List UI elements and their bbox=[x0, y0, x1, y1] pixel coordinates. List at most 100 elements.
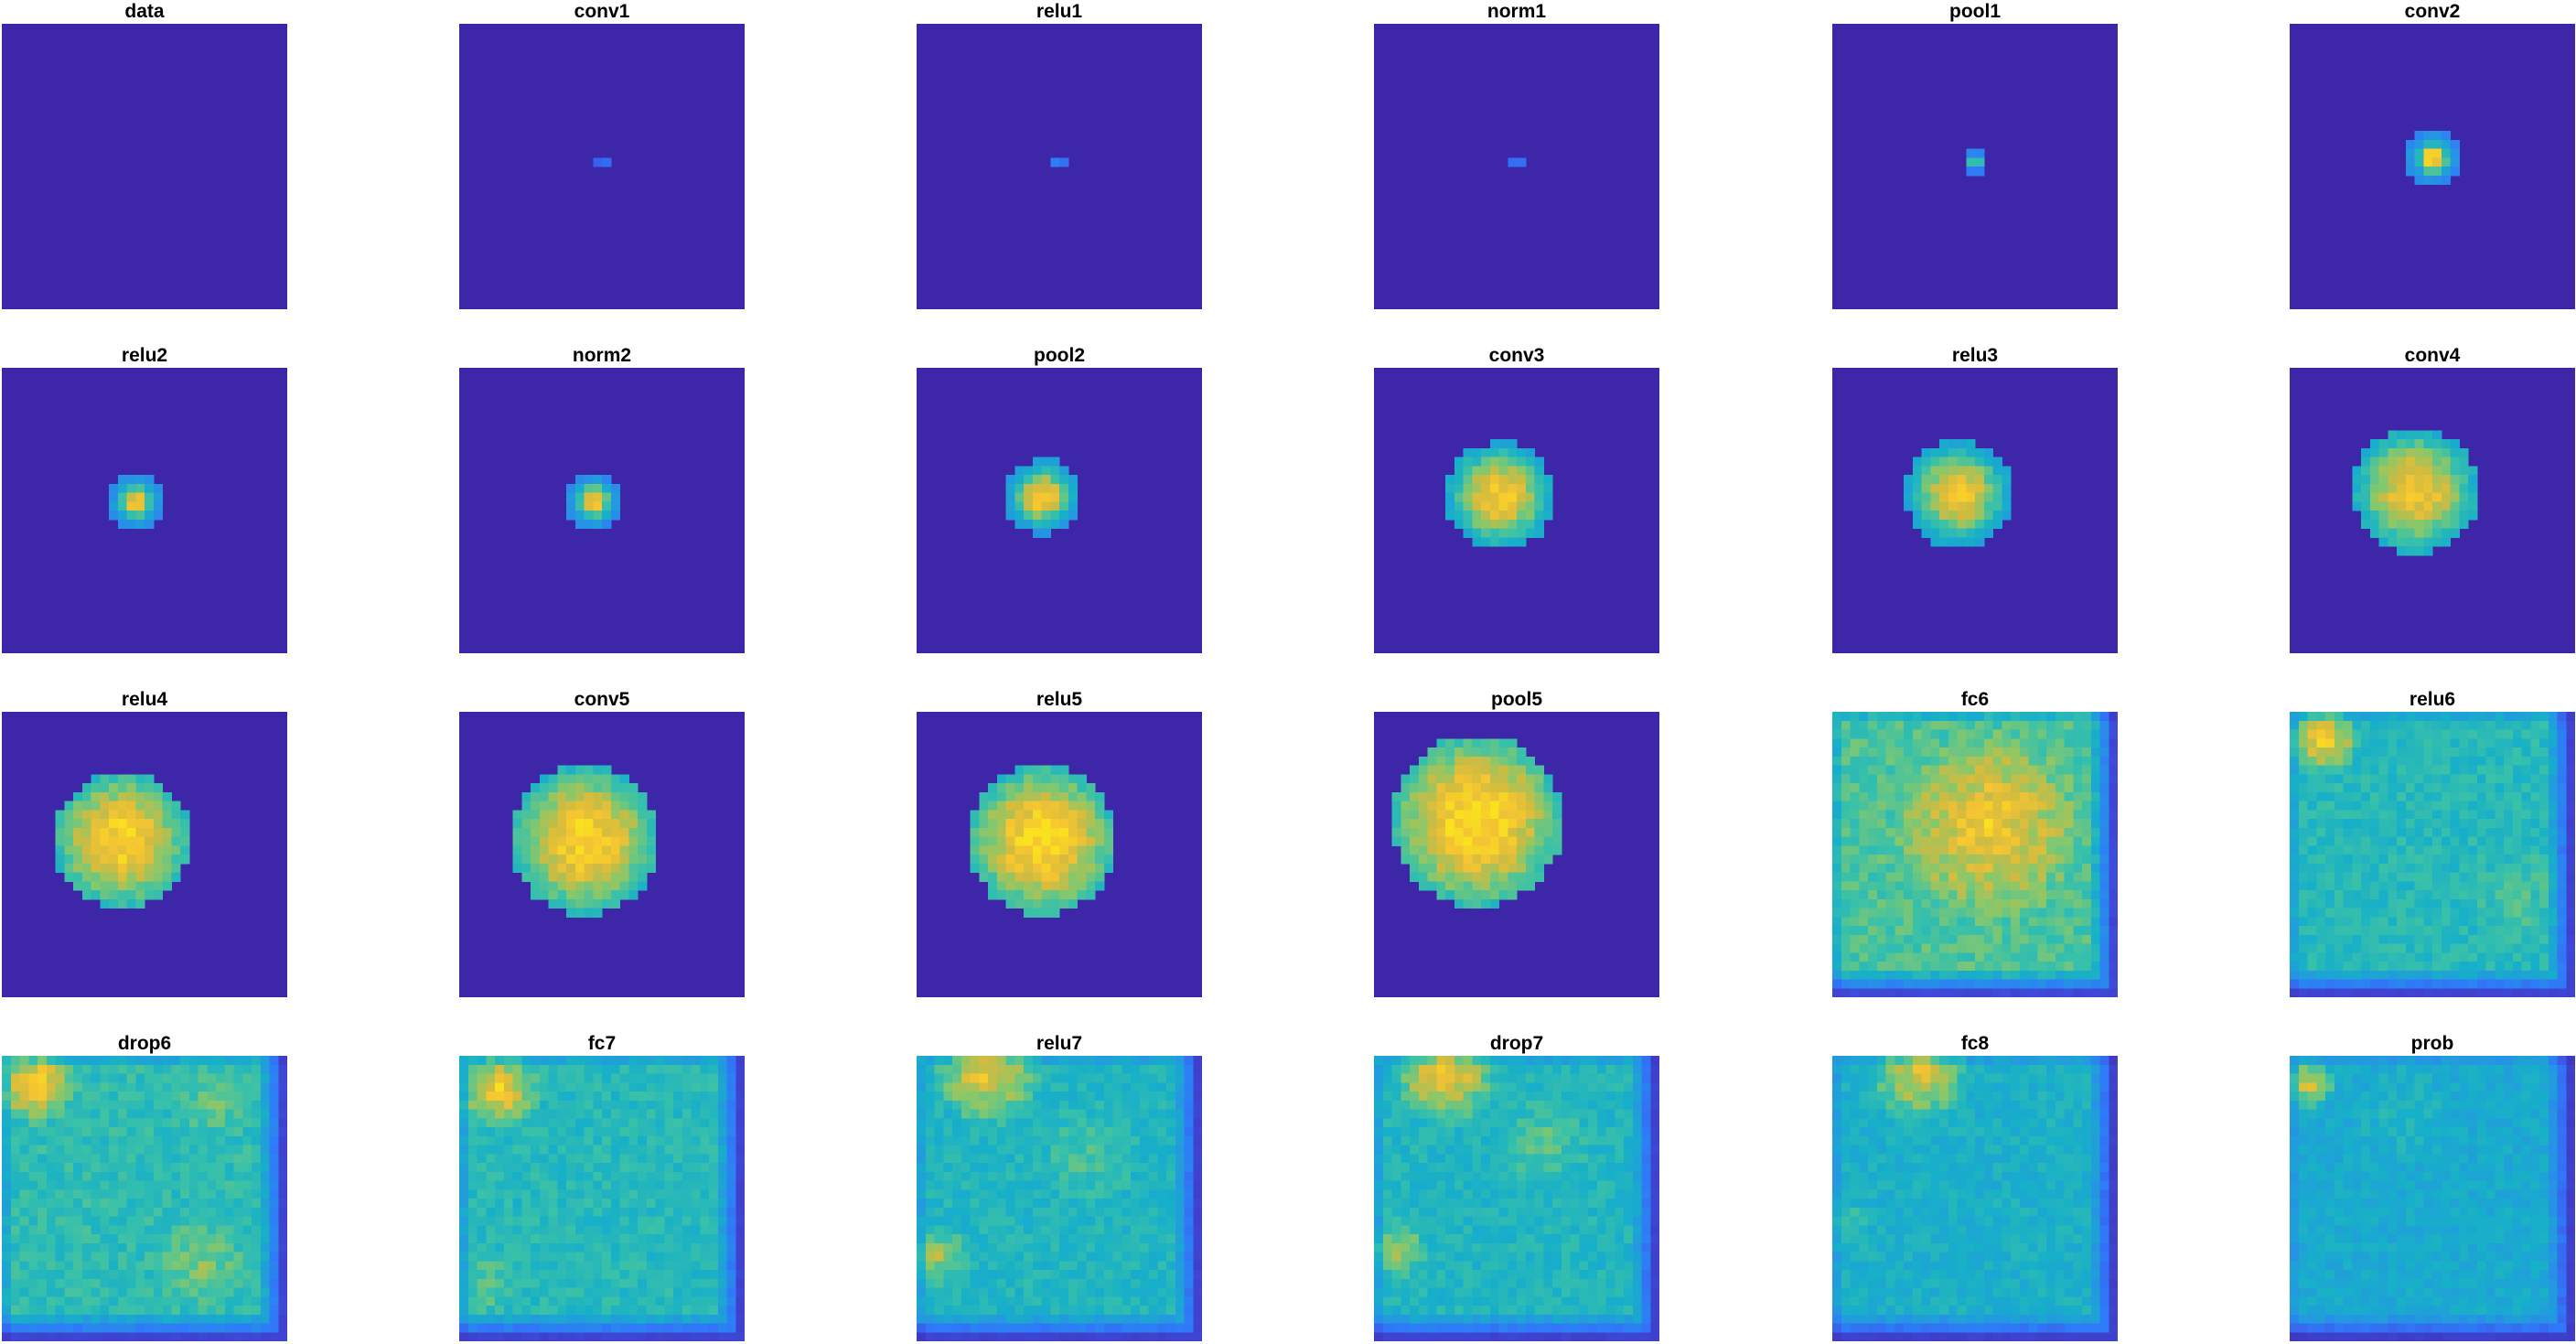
heatmap-cell bbox=[2037, 926, 2047, 936]
heatmap-cell bbox=[1975, 492, 1985, 502]
heatmap-cell bbox=[73, 1127, 83, 1137]
heatmap-cell bbox=[91, 1306, 101, 1316]
heatmap-cell bbox=[1939, 756, 1949, 767]
heatmap-cell bbox=[1975, 765, 1985, 775]
heatmap-cell bbox=[2011, 890, 2021, 900]
heatmap-cell bbox=[126, 855, 136, 865]
heatmap-cell bbox=[1534, 836, 1544, 846]
heatmap-cell bbox=[996, 810, 1007, 820]
heatmap-cell bbox=[2073, 836, 2083, 846]
heatmap-cell bbox=[2046, 926, 2056, 936]
heatmap-cell bbox=[2369, 890, 2380, 900]
heatmap-cell bbox=[1463, 810, 1473, 820]
heatmap-cell bbox=[2521, 881, 2531, 891]
heatmap-cell bbox=[1957, 970, 1967, 981]
heatmap-cell bbox=[2378, 729, 2388, 739]
heatmap-cell bbox=[1966, 483, 1976, 494]
heatmap-cell bbox=[1992, 765, 2002, 775]
heatmap-cell bbox=[1948, 970, 1959, 981]
heatmap-cell bbox=[224, 1242, 235, 1253]
heatmap-cell bbox=[655, 1109, 665, 1119]
heatmap-cell bbox=[2495, 855, 2505, 865]
heatmap-cell bbox=[1489, 863, 1500, 874]
heatmap-cell bbox=[2028, 926, 2038, 936]
heatmap-cell bbox=[1050, 519, 1060, 530]
heatmap-cell bbox=[593, 908, 603, 918]
heatmap-cell bbox=[1912, 720, 1923, 731]
heatmap-cell bbox=[2011, 819, 2021, 829]
heatmap-cell bbox=[2073, 970, 2083, 981]
heatmap-cell bbox=[2432, 845, 2442, 855]
heatmap-cell bbox=[1948, 774, 1959, 784]
heatmap-cell bbox=[198, 1306, 208, 1316]
heatmap-cell bbox=[2046, 934, 2056, 945]
heatmap-cell bbox=[135, 1306, 145, 1316]
heatmap-cell bbox=[2307, 898, 2317, 909]
heatmap-cell bbox=[1508, 872, 1518, 882]
heatmap-cell bbox=[2011, 801, 2021, 811]
heatmap-cell bbox=[216, 1189, 226, 1199]
heatmap-cell bbox=[664, 1064, 674, 1075]
heatmap-cell bbox=[1517, 157, 1527, 167]
heatmap-cell bbox=[153, 1296, 164, 1306]
heatmap-cell bbox=[2530, 729, 2540, 739]
heatmap-cell bbox=[126, 1314, 136, 1325]
heatmap-cell bbox=[171, 1180, 181, 1190]
heatmap-cell bbox=[2290, 720, 2300, 731]
heatmap-cell bbox=[2099, 747, 2109, 758]
heatmap-cell bbox=[1454, 738, 1465, 748]
heatmap-cell bbox=[539, 1127, 550, 1137]
heatmap-cell bbox=[1876, 801, 1887, 811]
heatmap-cell bbox=[548, 801, 558, 811]
heatmap-cell bbox=[2099, 988, 2109, 997]
heatmap-cell bbox=[2530, 855, 2540, 865]
heatmap-cell bbox=[19, 1225, 29, 1235]
heatmap-cell bbox=[2064, 712, 2074, 722]
heatmap-cell bbox=[46, 1242, 57, 1253]
heatmap-cell bbox=[1534, 863, 1544, 874]
heatmap-cell bbox=[1885, 756, 1895, 767]
heatmap-cell bbox=[584, 908, 594, 918]
heatmap-cell bbox=[1077, 819, 1087, 829]
heatmap-cell bbox=[216, 1287, 226, 1297]
heatmap-cell bbox=[664, 1073, 674, 1083]
heatmap-cell bbox=[1850, 756, 1860, 767]
heatmap-cell bbox=[584, 519, 594, 530]
heatmap-cell bbox=[1850, 855, 1860, 865]
heatmap-cell bbox=[207, 1100, 217, 1111]
heatmap-cell bbox=[1463, 457, 1473, 467]
heatmap-cell bbox=[726, 1091, 736, 1102]
heatmap-cell bbox=[1454, 836, 1465, 846]
heatmap-cell bbox=[970, 819, 980, 829]
heatmap-cell bbox=[126, 1306, 136, 1316]
heatmap-cell bbox=[2019, 783, 2030, 793]
heatmap-cell bbox=[242, 1216, 252, 1226]
heatmap-cell bbox=[180, 1207, 190, 1218]
heatmap-cell bbox=[252, 1323, 262, 1333]
heatmap-cell bbox=[19, 1270, 29, 1280]
heatmap-cell bbox=[2290, 943, 2300, 953]
heatmap-cell bbox=[198, 1199, 208, 1209]
heatmap-cell bbox=[2378, 855, 2388, 865]
heatmap-cell bbox=[1921, 774, 1931, 784]
heatmap-cell bbox=[135, 1145, 145, 1155]
heatmap-cell bbox=[1445, 819, 1455, 829]
heatmap-cell bbox=[64, 1171, 74, 1182]
heatmap-cell bbox=[1024, 791, 1034, 802]
heatmap-cell bbox=[2334, 934, 2345, 945]
heatmap-cell bbox=[539, 1073, 550, 1083]
heatmap-cell bbox=[1921, 765, 1931, 775]
heatmap-cell bbox=[2432, 430, 2442, 440]
heatmap-cell bbox=[1454, 457, 1465, 467]
heatmap-cell bbox=[1912, 962, 1923, 972]
heatmap-cell bbox=[38, 1145, 48, 1155]
heatmap-cell bbox=[2548, 774, 2559, 784]
heatmap-cell bbox=[2011, 863, 2021, 874]
heatmap-cell bbox=[117, 1306, 128, 1316]
heatmap-cell bbox=[19, 1154, 29, 1164]
heatmap-cell bbox=[269, 1270, 279, 1280]
heatmap-cell bbox=[2334, 926, 2345, 936]
heatmap-cell bbox=[1930, 827, 1940, 838]
heatmap-cell bbox=[117, 519, 128, 530]
heatmap-cell bbox=[1912, 492, 1923, 502]
